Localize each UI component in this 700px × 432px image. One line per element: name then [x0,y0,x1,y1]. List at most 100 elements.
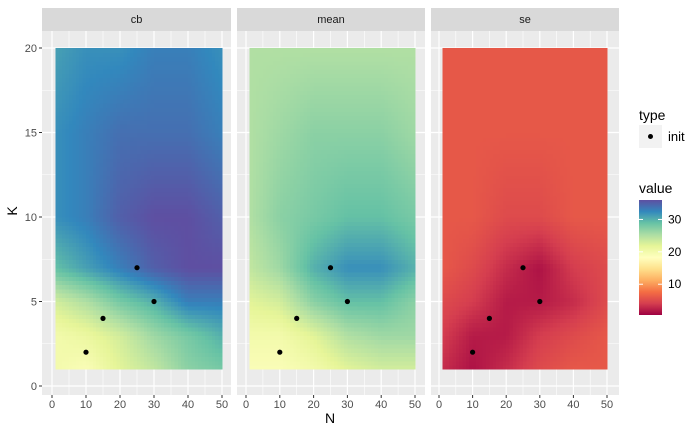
raster-cell [283,263,288,269]
raster-cell [174,107,179,112]
raster-cell [113,229,118,235]
raster-cell [164,140,169,146]
raster-cell [256,170,261,176]
raster-cell [133,64,138,70]
raster-cell [181,305,186,311]
raster-cell [126,255,131,260]
raster-cell [194,81,199,87]
raster-cell [205,305,209,311]
raster-cell [140,183,145,189]
raster-cell [109,200,114,205]
raster-cell [167,259,172,265]
raster-cell [171,178,175,184]
raster-cell [62,94,67,100]
raster-cell [106,347,111,353]
raster-cell [133,52,138,58]
raster-cell [130,90,135,96]
raster-cell [252,107,257,112]
raster-cell [55,255,60,260]
raster-cell [279,297,284,303]
raster-cell [126,305,131,311]
raster-cell [256,271,261,277]
raster-cell [75,56,80,62]
raster-cell [160,157,165,163]
raster-cell [120,318,124,324]
raster-cell [256,124,261,129]
raster-cell [133,331,138,336]
raster-cell [65,162,70,167]
raster-cell [65,360,70,366]
raster-cell [58,360,63,366]
raster-cell [171,225,175,231]
raster-cell [266,314,271,319]
raster-cell [266,360,271,366]
raster-cell [137,335,141,341]
raster-cell [92,250,97,256]
raster-cell [62,322,67,328]
raster-cell [62,238,67,243]
raster-cell [205,263,209,269]
raster-cell [113,81,118,87]
raster-cell [191,217,196,222]
raster-cell [201,280,206,286]
raster-cell [262,352,267,358]
raster-cell [208,233,213,239]
raster-cell [174,73,179,79]
raster-cell [167,191,172,197]
raster-cell [82,145,87,150]
raster-cell [123,115,128,121]
raster-cell [103,305,107,311]
raster-cell [188,195,192,201]
raster-cell [259,347,264,353]
raster-cell [171,305,175,311]
raster-cell [147,183,152,189]
raster-cell [269,60,274,66]
raster-cell [123,56,128,62]
raster-cell [86,145,90,150]
raster-cell [79,140,84,146]
raster-cell [194,343,199,349]
raster-cell [147,195,152,201]
raster-cell [99,107,104,112]
raster-cell [75,267,80,273]
raster-cell [273,178,278,184]
raster-cell [300,86,305,91]
raster-cell [218,132,223,138]
raster-cell [296,309,301,315]
raster-cell [184,107,189,112]
raster-cell [72,293,77,298]
raster-cell [201,56,206,62]
raster-cell [130,157,135,163]
raster-cell [215,360,220,366]
raster-cell [177,48,182,53]
raster-cell [86,48,90,53]
raster-cell [92,309,97,315]
raster-cell [120,73,124,79]
raster-cell [211,124,216,129]
raster-cell [113,339,118,345]
raster-cell [55,183,60,189]
raster-cell [113,178,118,184]
raster-cell [167,77,172,83]
raster-cell [137,356,141,362]
raster-cell [143,364,148,370]
raster-cell [249,242,254,248]
raster-cell [69,60,73,66]
raster-cell [171,81,175,87]
raster-cell [55,157,60,163]
raster-cell [249,73,254,79]
raster-cell [266,140,271,146]
raster-cell [177,52,182,58]
raster-cell [150,107,155,112]
raster-cell [300,360,305,366]
raster-cell [296,326,301,332]
raster-cell [164,94,169,100]
raster-cell [283,212,288,218]
raster-cell [164,305,169,311]
raster-cell [58,64,63,70]
raster-cell [262,90,267,96]
raster-cell [218,94,223,100]
raster-cell [174,128,179,134]
raster-cell [218,149,223,155]
raster-cell [177,217,182,222]
